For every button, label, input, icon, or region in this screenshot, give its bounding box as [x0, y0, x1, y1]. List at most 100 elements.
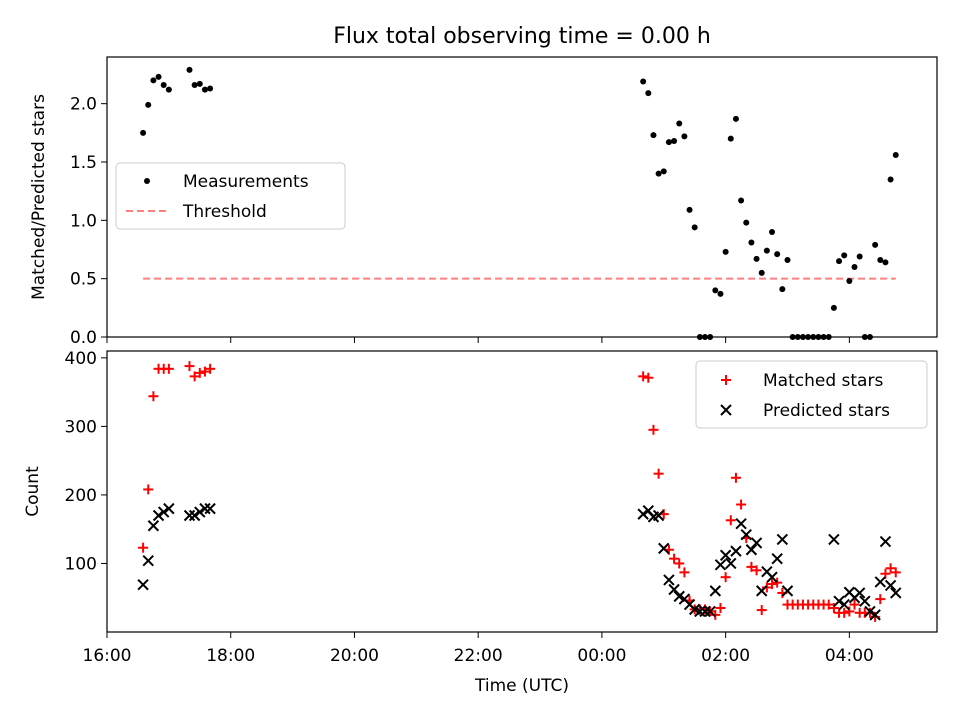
predicted-x-b [642, 504, 655, 517]
measurement-point [186, 66, 193, 73]
measurement-point [150, 77, 157, 84]
predicted-x-b [158, 506, 170, 518]
legend-threshold-label: Threshold [182, 202, 267, 222]
predicted-star-point [859, 595, 871, 607]
measurement-point [882, 259, 889, 266]
measurement-point [753, 255, 760, 262]
measurement-point [810, 334, 817, 340]
predicted-star-point [204, 502, 216, 515]
measurement-point [887, 176, 894, 183]
matched-star-point [163, 363, 174, 374]
measurement-point [825, 334, 832, 340]
predicted-star-point [663, 574, 675, 586]
measurement-point [748, 239, 755, 246]
predicted-x-b [704, 605, 716, 618]
measurement-point [691, 224, 698, 231]
predicted-x-b [869, 609, 881, 621]
predicted-x-b [719, 549, 732, 561]
measurement-point [784, 257, 791, 263]
measurement-point [872, 241, 879, 248]
measurement-point [660, 168, 667, 175]
matched-star-point [746, 561, 757, 572]
predicted-star-point [725, 557, 737, 570]
measurement-point [815, 334, 822, 340]
bottom-xtick-label: 20:00 [330, 646, 379, 666]
predicted-x-b [688, 603, 701, 616]
measurement-point [712, 287, 719, 294]
matched-star-point [823, 599, 834, 610]
predicted-star-point [183, 509, 196, 522]
predicted-x-b [853, 587, 866, 599]
predicted-x-b [709, 585, 722, 597]
bottom-xtick-label: 18:00 [206, 646, 255, 666]
top-ytick-label: 2.0 [70, 95, 97, 115]
predicted-star-point [152, 509, 165, 522]
predicted-star-point [709, 585, 722, 597]
predicted-x-b [637, 508, 649, 520]
predicted-x-b [658, 542, 670, 555]
predicted-star-point [194, 506, 206, 518]
bottom-ytick-label: 400 [65, 349, 97, 369]
measurement-point [774, 251, 781, 258]
legend-measurements-label: Measurements [183, 172, 309, 192]
predicted-star-point [869, 609, 881, 621]
predicted-star-point [771, 552, 783, 565]
matched-star-point [730, 472, 741, 483]
predicted-star-point [833, 595, 845, 607]
measurement-point [892, 152, 899, 158]
bottom-panel-frame [106, 350, 938, 633]
matched-star-point [148, 391, 159, 402]
measurement-point [645, 90, 652, 97]
top-ytick-label: 0.5 [70, 270, 97, 290]
measurement-point [877, 257, 884, 263]
legend-box [115, 162, 346, 230]
matched-star-point [138, 542, 149, 553]
predicted-x-b [714, 559, 727, 571]
predicted-x-b [761, 565, 773, 578]
predicted-star-point [142, 555, 154, 567]
measurement-point [799, 334, 806, 340]
measurement-point [763, 247, 770, 254]
bottom-xtick-label: 02:00 [701, 646, 750, 666]
predicted-x-b [750, 537, 763, 549]
measurement-point [789, 334, 796, 340]
measurement-point [779, 286, 786, 293]
measurement-point [717, 290, 724, 297]
predicted-star-point [658, 542, 670, 555]
predicted-star-point [776, 533, 789, 546]
predicted-x-b [879, 535, 892, 548]
matched-star-point [648, 424, 659, 435]
predicted-x-b [668, 583, 680, 596]
matched-star-point [880, 568, 891, 579]
predicted-star-point [694, 605, 706, 618]
predicted-x-b [833, 595, 845, 607]
predicted-x-b [859, 595, 871, 607]
measurement-point [732, 115, 739, 122]
measurement-point [650, 132, 657, 139]
predicted-x-b [142, 555, 154, 567]
predicted-star-point [704, 605, 716, 618]
predicted-x-b [652, 509, 665, 522]
predicted-star-point [199, 502, 211, 515]
bottom-xtick-label: 04:00 [825, 646, 874, 666]
predicted-star-point [719, 549, 732, 561]
measurement-point [769, 229, 776, 235]
bottom-xtick-label: 16:00 [83, 646, 132, 666]
measurement-point [820, 334, 827, 340]
measurement-point [655, 170, 662, 177]
matched-star-point [194, 367, 205, 378]
predicted-x-b [147, 520, 160, 532]
predicted-x-b [756, 585, 768, 597]
matched-star-point [890, 567, 901, 578]
measurement-point [165, 86, 172, 93]
matched-star-point [772, 577, 783, 588]
matched-star-point [184, 361, 195, 372]
measurement-point [805, 334, 812, 340]
bottom-panel: 100 200 300 400 16:00 18:00 20:00 22:00 00:00 02:… [23, 349, 938, 696]
legend-predicted-marker-b [720, 404, 732, 416]
legend-matched-label: Matched stars [763, 371, 883, 391]
predicted-star-point [740, 528, 752, 541]
predicted-x-b [730, 545, 742, 557]
matched-star-point [828, 603, 839, 614]
predicted-star-point [874, 576, 886, 588]
